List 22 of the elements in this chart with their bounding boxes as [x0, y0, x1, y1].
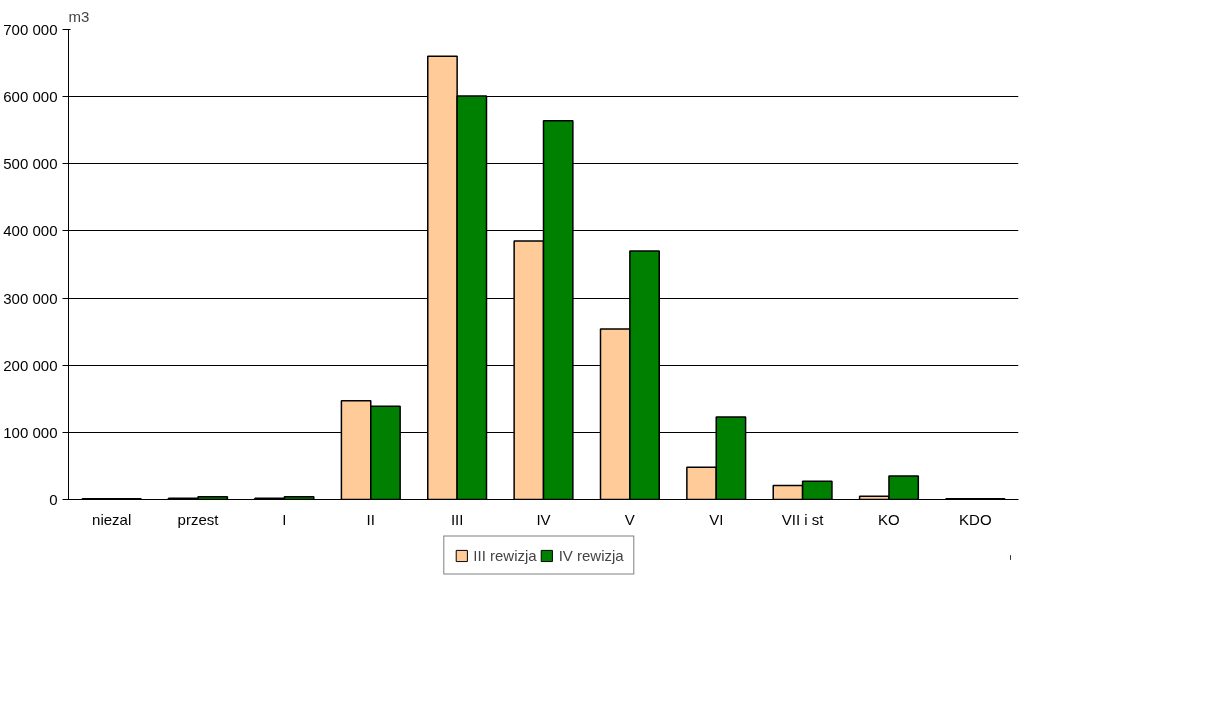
y-tick-label: 100 000 [3, 423, 58, 441]
legend-label: III rewizja [473, 546, 537, 564]
legend-label: IV rewizja [558, 546, 624, 564]
x-tick-label: I [282, 510, 287, 528]
x-tick-label: VI [709, 510, 724, 528]
x-tick-label: niezal [92, 510, 132, 528]
y-tick-label: 0 [49, 491, 58, 508]
y-tick-label: 200 000 [3, 356, 58, 374]
x-tick-label: III [450, 510, 464, 528]
x-tick-label: VII i st [781, 510, 825, 528]
x-tick-label: KDO [959, 510, 992, 528]
y-axis-title: m3 [68, 7, 90, 25]
y-tick-label: 600 000 [3, 88, 58, 106]
x-tick-label: KO [878, 510, 900, 528]
y-tick-label: 300 000 [3, 289, 58, 307]
y-tick-label: 400 000 [3, 222, 58, 240]
x-tick-label: V [624, 510, 635, 528]
x-tick-label: IV [536, 510, 551, 528]
y-tick-label: 500 000 [3, 155, 58, 173]
x-tick-label: przest [177, 510, 220, 528]
x-tick-label: II [366, 510, 375, 528]
y-tick-label: 700 000 [3, 21, 58, 38]
